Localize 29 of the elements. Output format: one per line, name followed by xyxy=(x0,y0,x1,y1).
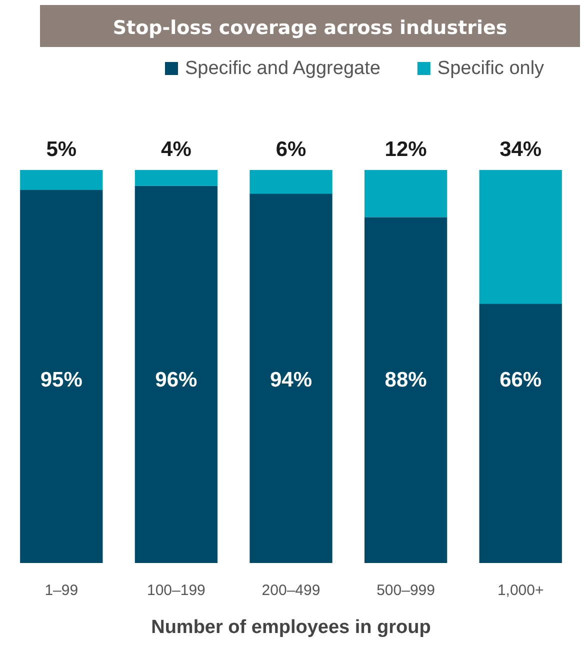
data-label: 5% xyxy=(46,138,77,161)
x-tick-label: 1,000+ xyxy=(497,582,544,599)
bar xyxy=(250,170,332,194)
data-label: 94% xyxy=(270,368,312,392)
chart-title: Stop-loss coverage across industries xyxy=(112,17,508,39)
data-label: 4% xyxy=(161,138,192,161)
bar xyxy=(364,170,448,218)
data-label: 96% xyxy=(155,368,198,392)
data-label: 12% xyxy=(384,138,428,161)
legend-label: Specific and Aggregate xyxy=(185,58,380,79)
bar xyxy=(479,304,562,563)
bar xyxy=(134,186,218,563)
bar xyxy=(20,170,103,190)
x-tick-label: 1–99 xyxy=(44,582,78,599)
data-label: 88% xyxy=(384,368,428,392)
data-label: 95% xyxy=(40,368,83,392)
bar xyxy=(134,170,218,186)
bar xyxy=(250,194,332,563)
legend-label: Specific only xyxy=(437,58,545,79)
x-tick-label: 200–499 xyxy=(262,582,320,599)
x-tick-label: 100–199 xyxy=(146,582,206,599)
x-tick-label: 500–999 xyxy=(376,582,436,599)
x-axis-title: Number of employees in group xyxy=(151,617,431,638)
bar xyxy=(364,217,448,563)
data-label: 6% xyxy=(276,138,306,161)
data-label: 66% xyxy=(500,368,542,392)
bar xyxy=(20,190,103,563)
data-label: 34% xyxy=(500,138,542,161)
bar xyxy=(479,170,562,304)
